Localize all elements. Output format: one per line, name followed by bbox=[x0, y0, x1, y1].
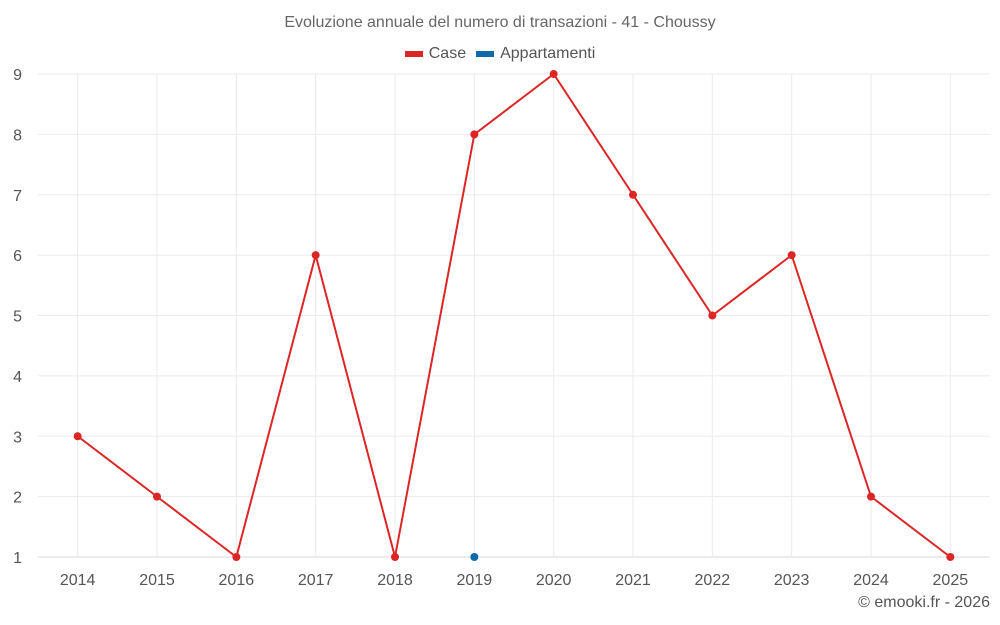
legend-label-case: Case bbox=[428, 45, 467, 62]
legend-swatch-appartamenti bbox=[476, 51, 495, 57]
data-point-case[interactable] bbox=[470, 130, 479, 139]
x-tick-label: 2022 bbox=[695, 572, 731, 589]
x-tick-label: 2019 bbox=[457, 572, 493, 589]
data-point-case[interactable] bbox=[867, 492, 875, 501]
y-tick-label: 8 bbox=[13, 127, 22, 144]
chart-title: Evoluzione annuale del numero di transaz… bbox=[284, 14, 716, 31]
y-tick-label: 5 bbox=[13, 309, 22, 326]
data-point-appartamenti[interactable] bbox=[470, 553, 479, 561]
x-tick-label: 2023 bbox=[774, 572, 810, 589]
data-point-case[interactable] bbox=[73, 432, 82, 441]
y-tick-label: 6 bbox=[13, 248, 22, 265]
data-point-case[interactable] bbox=[232, 553, 241, 561]
data-point-case[interactable] bbox=[153, 492, 161, 501]
data-point-case[interactable] bbox=[708, 311, 717, 320]
data-point-case[interactable] bbox=[787, 251, 796, 260]
x-tick-label: 2015 bbox=[139, 572, 175, 589]
x-tick-label: 2014 bbox=[60, 572, 96, 589]
chart-legend: Case Appartamenti bbox=[0, 45, 1000, 63]
y-tick-label: 7 bbox=[13, 188, 22, 205]
data-point-case[interactable] bbox=[391, 553, 399, 561]
data-point-case[interactable] bbox=[629, 190, 637, 199]
x-tick-label: 2020 bbox=[536, 572, 572, 589]
x-tick-label: 2024 bbox=[853, 572, 889, 589]
x-tick-label: 2017 bbox=[298, 572, 334, 589]
y-tick-label: 9 bbox=[13, 67, 22, 84]
copyright-credit: © emooki.fr - 2026 bbox=[858, 594, 990, 611]
data-point-case[interactable] bbox=[311, 251, 320, 260]
x-tick-label: 2025 bbox=[933, 572, 969, 589]
legend-swatch-case bbox=[404, 51, 423, 57]
series-line-case bbox=[77, 73, 951, 558]
y-tick-label: 1 bbox=[13, 550, 22, 567]
legend-item-case[interactable]: Case bbox=[404, 45, 467, 63]
y-tick-label: 3 bbox=[13, 429, 22, 446]
x-tick-label: 2016 bbox=[219, 572, 255, 589]
y-tick-label: 2 bbox=[13, 490, 22, 507]
x-tick-label: 2018 bbox=[377, 572, 413, 589]
x-tick-label: 2021 bbox=[615, 572, 651, 589]
legend-item-appartamenti[interactable]: Appartamenti bbox=[476, 45, 595, 63]
legend-label-appartamenti: Appartamenti bbox=[500, 45, 596, 62]
data-point-case[interactable] bbox=[946, 553, 955, 561]
data-point-case[interactable] bbox=[549, 70, 558, 78]
y-tick-label: 4 bbox=[13, 369, 22, 386]
